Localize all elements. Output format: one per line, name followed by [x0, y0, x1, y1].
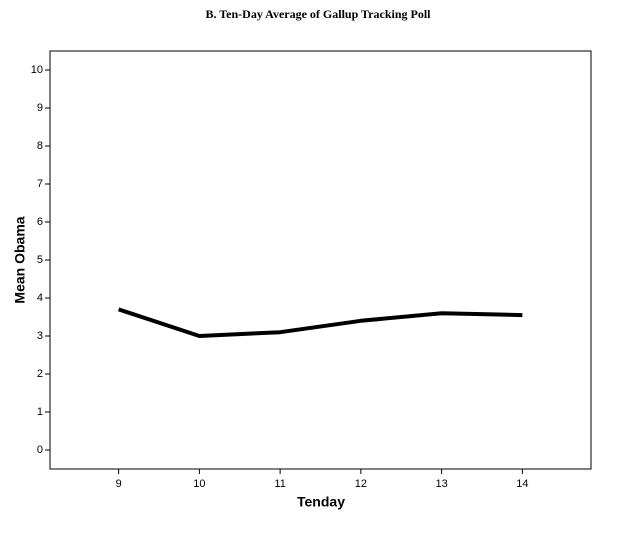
y-tick-label: 2: [37, 368, 43, 380]
line-series: [118, 307, 523, 338]
y-tick-label: 0: [37, 444, 43, 456]
y-tick-label: 3: [37, 330, 43, 342]
y-tick-label: 6: [37, 216, 43, 228]
y-tick-label: 9: [37, 102, 43, 114]
y-tick-label: 4: [37, 292, 43, 304]
y-tick-label: 5: [37, 254, 43, 266]
x-tick-label: 9: [116, 478, 122, 490]
x-axis-label: Tenday: [297, 494, 345, 510]
plot-frame: [49, 50, 592, 470]
x-tick-label: 11: [274, 478, 285, 490]
y-axis-label: Mean Obama: [12, 216, 28, 303]
x-tick-label: 12: [355, 478, 367, 490]
y-tick-label: 10: [31, 64, 43, 76]
y-tick-label: 8: [37, 140, 43, 152]
chart-title: B. Ten-Day Average of Gallup Tracking Po…: [205, 7, 431, 21]
y-tick-label: 1: [37, 406, 43, 418]
x-tick-label: 14: [516, 478, 528, 490]
y-tick-label: 7: [37, 178, 43, 190]
x-tick-label: 13: [435, 478, 447, 490]
x-tick-label: 10: [193, 478, 205, 490]
